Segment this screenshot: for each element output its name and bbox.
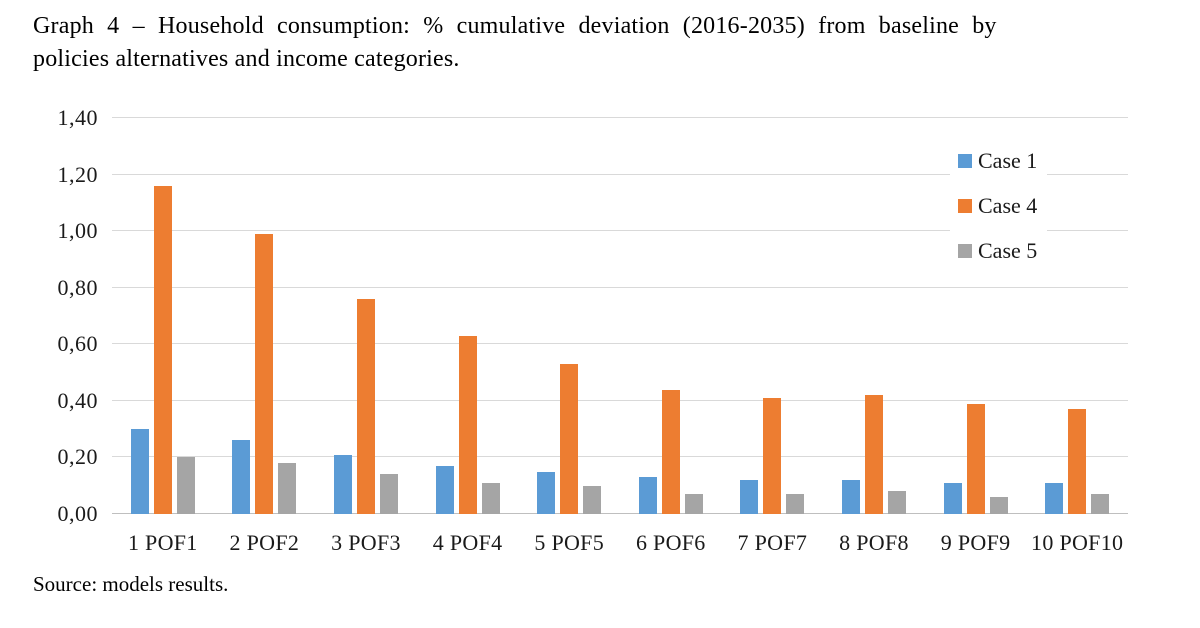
- y-tick-label: 0,60: [57, 331, 98, 357]
- gridline: [112, 456, 1128, 458]
- bar-case-5: [583, 485, 602, 514]
- bar-case-1: [841, 480, 860, 514]
- bar-case-4: [255, 233, 274, 514]
- bar-group: [518, 118, 620, 514]
- bar-group: [1026, 118, 1128, 514]
- y-axis-labels: 0,00 0,20 0,40 0,60 0,80 1,00 1,20 1,40: [0, 106, 98, 526]
- plot-area: [112, 117, 1128, 514]
- x-axis-label: 1 POF1: [127, 530, 198, 555]
- bar-case-1: [333, 454, 352, 514]
- bar-case-4: [356, 299, 375, 514]
- legend: Case 1 Case 4 Case 5: [950, 144, 1048, 268]
- bar-case-5: [1091, 494, 1110, 514]
- bar-case-1: [232, 440, 251, 514]
- bar-case-4: [763, 398, 782, 514]
- gridline: [112, 286, 1128, 288]
- bar-group: [315, 118, 417, 514]
- bar-group: [722, 118, 824, 514]
- legend-swatch-icon: [958, 199, 972, 213]
- bar-case-5: [176, 457, 195, 514]
- bar-group: [925, 118, 1027, 514]
- bar-case-5: [278, 463, 297, 514]
- y-tick-label: 0,40: [57, 387, 98, 413]
- bar-case-1: [537, 471, 556, 514]
- bar-case-4: [560, 364, 579, 514]
- bar-case-1: [435, 465, 454, 514]
- bar-case-1: [130, 429, 149, 514]
- bar-case-4: [153, 185, 172, 514]
- bar-case-4: [966, 403, 985, 514]
- x-axis-label: 2 POF2: [229, 530, 300, 555]
- x-axis-label: 8 POF8: [839, 530, 909, 555]
- x-axis-label: 10 POF10: [1031, 530, 1124, 555]
- chart-title: Graph 4 – Household consumption: % cumul…: [33, 10, 1173, 76]
- bar-group: [823, 118, 925, 514]
- legend-item-case-1: Case 1: [958, 146, 1037, 176]
- y-tick-label: 0,80: [57, 274, 98, 300]
- gridline: [112, 343, 1128, 345]
- legend-item-case-5: Case 5: [958, 236, 1037, 266]
- y-tick-label: 1,40: [57, 105, 98, 130]
- source-note: Source: models results.: [33, 572, 229, 596]
- x-axis-line: [112, 513, 1128, 514]
- chart-title-line-2: policies alternatives and income categor…: [33, 46, 460, 72]
- y-tick-label: 1,00: [57, 218, 98, 244]
- gridline: [112, 117, 1128, 118]
- legend-item-case-4: Case 4: [958, 191, 1037, 221]
- legend-label: Case 5: [978, 238, 1038, 263]
- bar-case-1: [943, 482, 962, 514]
- gridline: [112, 173, 1128, 175]
- bar-case-5: [887, 491, 906, 514]
- bar-case-1: [638, 477, 657, 514]
- bar-case-5: [989, 497, 1008, 514]
- bar-case-4: [864, 395, 883, 514]
- bar-group: [417, 118, 519, 514]
- bar-case-1: [1045, 482, 1064, 514]
- chart-title-line-1: Graph 4 – Household consumption: % cumul…: [33, 13, 997, 39]
- y-tick-label: 0,20: [57, 444, 98, 470]
- legend-label: Case 4: [978, 193, 1038, 218]
- bar-case-1: [740, 480, 759, 514]
- bar-case-4: [1068, 409, 1087, 514]
- bar-case-5: [684, 494, 703, 514]
- bar-case-4: [661, 389, 680, 514]
- x-axis-label: 3 POF3: [331, 530, 401, 555]
- x-axis-label: 6 POF6: [635, 530, 706, 555]
- bar-case-5: [786, 494, 805, 514]
- y-tick-label: 1,20: [57, 161, 98, 187]
- bar-group: [214, 118, 316, 514]
- y-tick-label: 0,00: [57, 501, 98, 526]
- x-axis-label: 7 POF7: [737, 530, 808, 555]
- bar-group: [620, 118, 722, 514]
- legend-swatch-icon: [958, 244, 972, 258]
- gridline: [112, 230, 1128, 232]
- gridline: [112, 399, 1128, 401]
- bar-group: [112, 118, 214, 514]
- bar-case-4: [458, 335, 477, 514]
- legend-swatch-icon: [958, 154, 972, 168]
- bar-case-5: [379, 474, 398, 514]
- x-axis-label: 5 POF5: [534, 530, 605, 555]
- x-axis-labels: 1 POF1 2 POF2 3 POF3 4 POF4 5 POF5 6 POF6 7 PO…: [112, 530, 1128, 560]
- legend-label: Case 1: [978, 148, 1038, 173]
- x-axis-label: 4 POF4: [432, 530, 503, 555]
- bar-case-5: [481, 482, 500, 514]
- x-axis-label: 9 POF9: [940, 530, 1011, 555]
